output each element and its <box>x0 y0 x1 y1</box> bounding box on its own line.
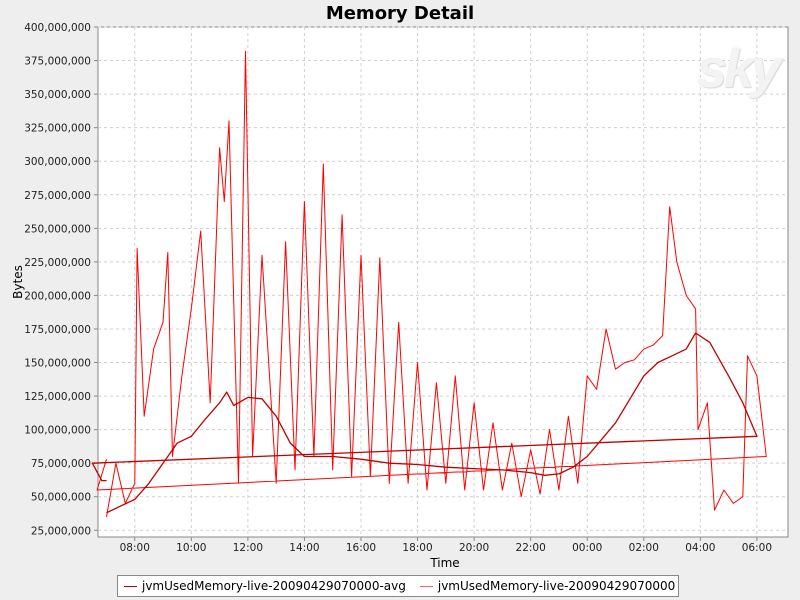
legend-label-avg: jvmUsedMemory-live-20090429070000-avg <box>142 579 406 593</box>
y-axis-label: Bytes <box>11 265 25 299</box>
x-tick-label: 02:00 <box>629 542 659 554</box>
y-tick-label: 250,000,000 <box>24 223 91 235</box>
series-line-raw <box>96 50 767 517</box>
series-raw-group <box>96 50 767 517</box>
legend-swatch-raw <box>419 585 433 587</box>
y-tick-label: 125,000,000 <box>24 391 91 403</box>
y-tick-label: 200,000,000 <box>24 290 91 302</box>
y-tick-label: 350,000,000 <box>24 89 91 101</box>
y-tick-label: 225,000,000 <box>24 257 91 269</box>
legend-swatch-avg <box>124 585 137 587</box>
y-tick-label: 25,000,000 <box>31 525 91 537</box>
legend: jvmUsedMemory-live-20090429070000-avg jv… <box>117 575 679 597</box>
y-tick-label: 150,000,000 <box>24 358 91 370</box>
series-avg-group <box>91 332 758 514</box>
y-tick-label: 375,000,000 <box>24 56 91 68</box>
y-axis-ticks: 25,000,000 50,000,000 75,000,000 100,000,00… <box>24 22 98 537</box>
y-tick-label: 75,000,000 <box>31 458 91 470</box>
x-tick-label: 12:00 <box>233 542 263 554</box>
x-tick-label: 04:00 <box>685 542 715 554</box>
x-tick-label: 16:00 <box>346 542 376 554</box>
y-tick-label: 50,000,000 <box>31 492 91 504</box>
chart-title: Memory Detail <box>326 3 474 24</box>
x-tick-label: 18:00 <box>402 542 432 554</box>
x-axis-ticks: 08:00 10:00 12:00 14:00 16:00 18:00 20:00 22:00… <box>120 537 772 554</box>
sky-logo-watermark: sky <box>696 39 781 99</box>
y-tick-label: 325,000,000 <box>24 123 91 135</box>
x-tick-label: 00:00 <box>572 542 602 554</box>
x-tick-label: 06:00 <box>742 542 772 554</box>
legend-item-avg: jvmUsedMemory-live-20090429070000-avg <box>124 579 406 593</box>
x-tick-label: 08:00 <box>120 542 150 554</box>
y-tick-label: 300,000,000 <box>24 156 91 168</box>
legend-item-raw: jvmUsedMemory-live-20090429070000 <box>419 579 676 593</box>
legend-label-raw: jvmUsedMemory-live-20090429070000 <box>437 579 676 593</box>
x-tick-label: 10:00 <box>176 542 206 554</box>
y-tick-label: 275,000,000 <box>24 190 91 202</box>
x-tick-label: 14:00 <box>289 542 319 554</box>
series-line-avg <box>91 332 758 514</box>
y-tick-label: 100,000,000 <box>24 425 91 437</box>
y-tick-label: 400,000,000 <box>24 22 91 34</box>
x-tick-label: 20:00 <box>459 542 489 554</box>
grid <box>98 26 788 537</box>
y-tick-label: 175,000,000 <box>24 324 91 336</box>
x-tick-label: 22:00 <box>516 542 546 554</box>
x-axis-label: Time <box>429 556 459 570</box>
